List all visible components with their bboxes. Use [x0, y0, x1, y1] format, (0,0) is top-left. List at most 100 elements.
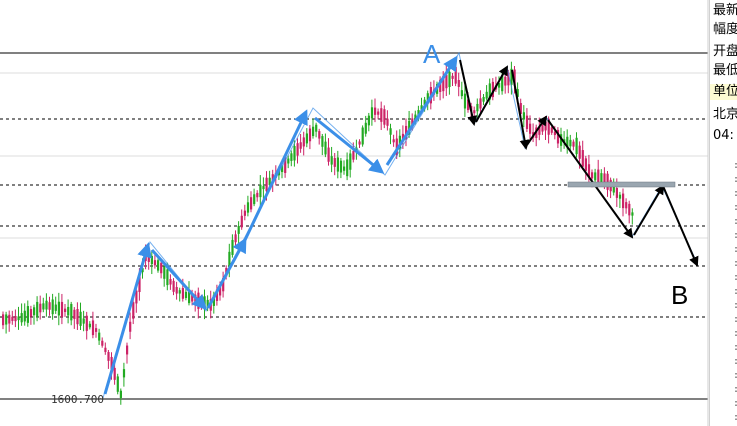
candle-body: [259, 184, 262, 198]
candle-body: [473, 110, 476, 114]
wave-label-a: A: [423, 39, 441, 69]
candle-body: [618, 194, 622, 199]
candle-body: [184, 291, 188, 299]
axis-tick-dot: :: [733, 202, 737, 213]
candle-body: [73, 309, 76, 319]
candle-body: [287, 158, 290, 164]
candle-body: [172, 280, 175, 292]
candle-body: [414, 114, 417, 122]
axis-tick-dot: :: [733, 384, 737, 395]
candle-body: [138, 275, 141, 293]
candle-body: [560, 134, 563, 146]
candle-body: [361, 127, 364, 145]
candle-body: [36, 301, 39, 318]
candle-body: [237, 225, 240, 234]
candle-body: [23, 310, 26, 322]
candle-body: [622, 193, 625, 209]
candle-body: [569, 139, 572, 147]
candle-body: [445, 74, 448, 89]
side-label-latest: 最新: [713, 3, 737, 18]
candle-body: [575, 137, 578, 155]
blue-wave-arrow: [150, 248, 208, 311]
candle-body: [39, 303, 42, 313]
black-wave-arrow: [547, 119, 634, 239]
candle-body: [389, 128, 392, 135]
candle-body: [346, 159, 349, 177]
candle-body: [603, 173, 606, 186]
axis-tick-dot: :: [733, 272, 737, 283]
candle-body: [308, 128, 312, 142]
candle-body: [305, 133, 308, 144]
axis-tick-dot: :: [733, 244, 737, 255]
candle-body: [318, 131, 321, 139]
axis-tick-dot: :: [733, 356, 737, 367]
candle-body: [45, 300, 48, 310]
candle-body: [231, 239, 234, 255]
axis-tick-dot: :: [733, 398, 737, 409]
candle-body: [256, 192, 259, 198]
candle-body: [57, 301, 60, 316]
candle-body: [101, 340, 104, 346]
side-label-unit: 单位: [710, 84, 737, 100]
candle-body: [14, 315, 17, 322]
candle-body: [234, 234, 237, 243]
candle-body: [556, 129, 560, 144]
candle-body: [82, 318, 85, 324]
candle-body: [485, 91, 488, 99]
candle-body: [163, 266, 166, 279]
candle-body: [188, 289, 191, 304]
candle-body: [113, 367, 116, 380]
candle-body: [501, 75, 504, 92]
axis-tick-dot: :: [733, 370, 737, 381]
axis-tick-dot: :: [733, 328, 737, 339]
candle-body: [367, 115, 370, 126]
candle-body: [467, 99, 470, 111]
candle-body: [11, 316, 14, 321]
candle-body: [597, 169, 600, 186]
candle-body: [615, 188, 618, 198]
candle-body: [457, 79, 460, 87]
blue-wave-arrow: [314, 116, 385, 174]
candle-body: [5, 314, 8, 325]
candle-body: [253, 194, 256, 205]
candle-body: [364, 122, 367, 134]
candle-body: [150, 255, 153, 265]
candle-body: [578, 145, 581, 159]
candle-body: [423, 99, 426, 105]
candle-body: [448, 71, 451, 88]
candle-body: [594, 172, 597, 181]
grid-lines: [0, 0, 709, 426]
axis-tick-dot: :: [733, 174, 737, 185]
candle-body: [60, 301, 64, 317]
black-wave-arrow: [526, 115, 548, 146]
side-label-low: 最低: [713, 63, 737, 78]
candle-body: [206, 299, 209, 308]
candle-body: [228, 251, 231, 268]
candle-body: [370, 107, 374, 119]
axis-tick-dot: :: [733, 314, 737, 325]
candle-body: [98, 332, 101, 341]
candle-body: [110, 356, 113, 371]
side-label-beijing: 北京: [713, 107, 737, 122]
candle-body: [42, 303, 45, 310]
candle-body: [591, 172, 594, 179]
candle-body: [91, 320, 95, 336]
axis-tick-dot: :: [733, 230, 737, 241]
axis-tick-dot: :: [733, 286, 737, 297]
candle-body: [126, 345, 129, 355]
candle-body: [525, 115, 529, 129]
black-wave-arrow: [459, 59, 478, 126]
candle-body: [529, 123, 532, 134]
black-wave-arrow: [511, 69, 530, 150]
candle-body: [129, 321, 132, 332]
candle-body: [479, 98, 482, 109]
candle-body: [262, 186, 265, 190]
candle-body: [321, 136, 324, 147]
candle-body: [420, 105, 423, 110]
axis-tick-dot: :: [733, 258, 737, 269]
candle-body: [584, 158, 587, 171]
candle-body: [491, 81, 494, 98]
blue-wave-arrow: [206, 237, 247, 309]
candle-body: [454, 66, 457, 84]
candle-body: [541, 125, 544, 132]
